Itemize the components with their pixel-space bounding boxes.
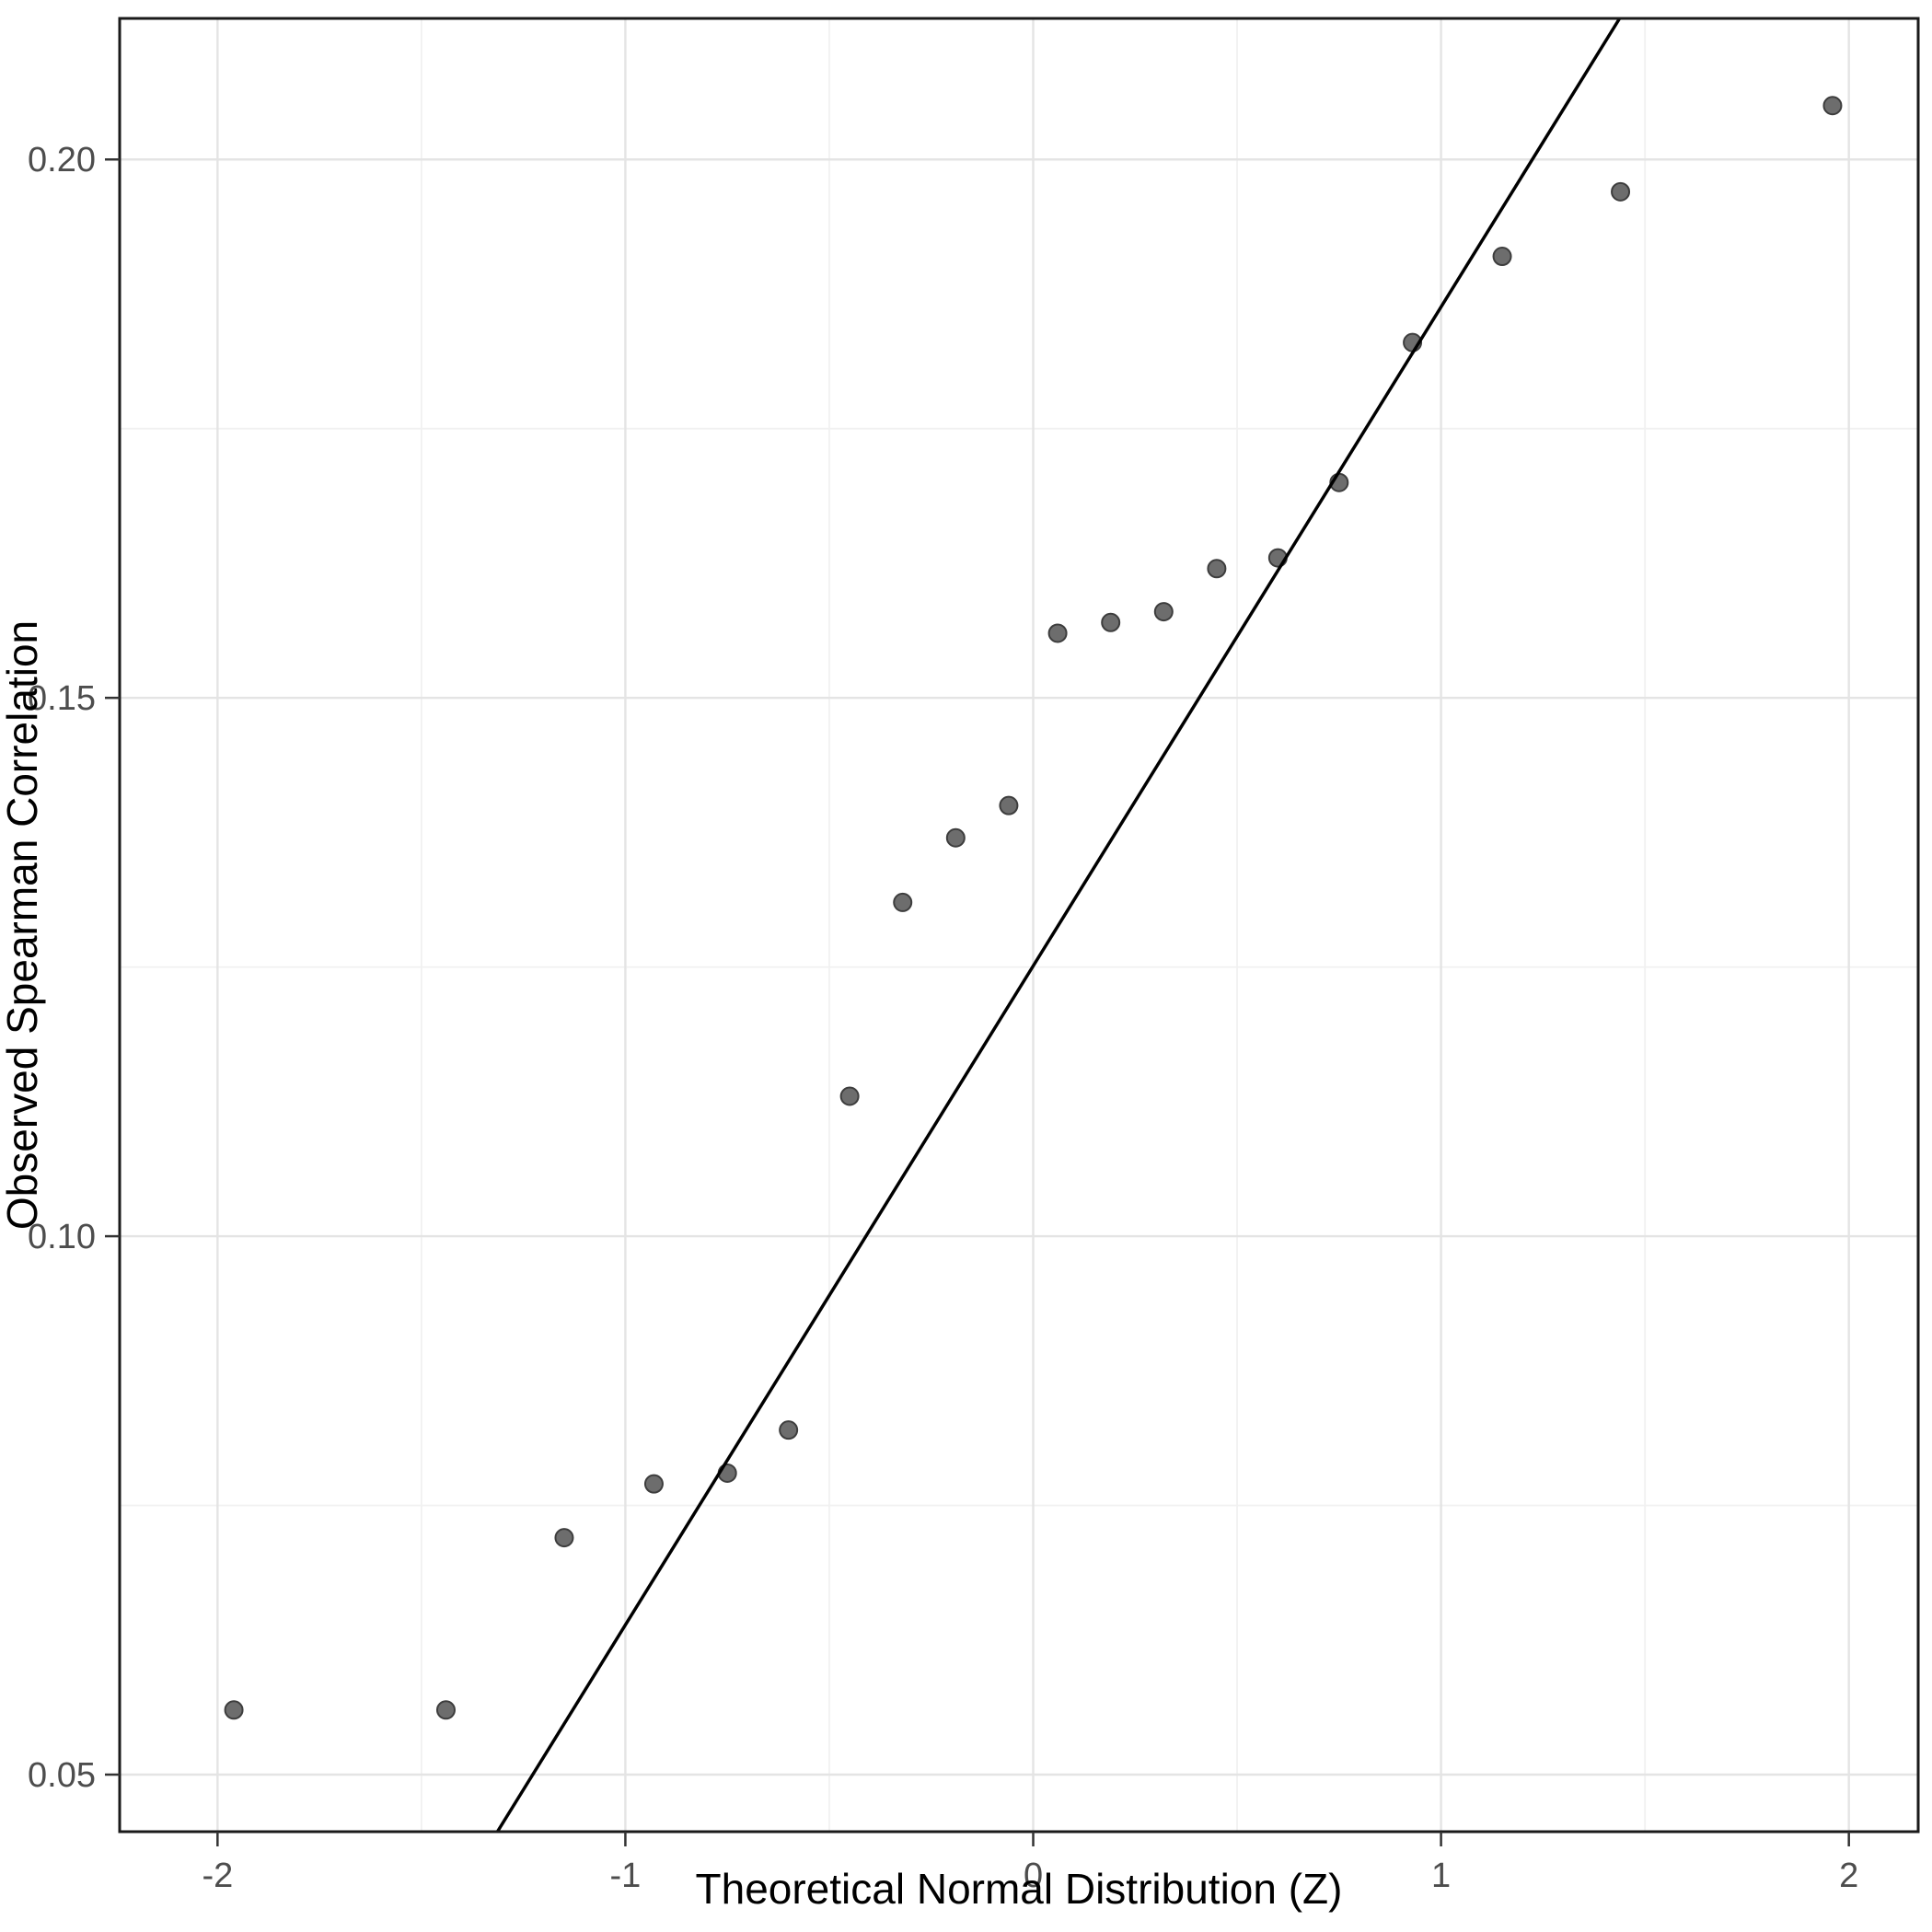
data-point (893, 892, 913, 912)
data-point (224, 1700, 244, 1720)
x-tick-label: -1 (610, 1857, 642, 1895)
y-tick-label: 0.10 (28, 1218, 96, 1256)
reference-line (495, 17, 1622, 1833)
y-axis-title: Observed Spearman Correlation (0, 620, 46, 1230)
y-axis-ticks: 0.05 0.10 0.15 0.20 (28, 141, 120, 1795)
x-tick-label: 1 (1431, 1857, 1451, 1895)
y-tick-label: 0.15 (28, 679, 96, 718)
data-point (435, 1700, 456, 1720)
data-point (1207, 559, 1227, 579)
data-point (945, 827, 966, 848)
x-tick-label: -2 (202, 1857, 233, 1895)
data-point (1611, 181, 1631, 202)
y-tick-label: 0.05 (28, 1756, 96, 1795)
x-axis-title: Theoretical Normal Distribution (Z) (696, 1865, 1343, 1913)
x-tick-label: 0 (1024, 1857, 1043, 1895)
major-gridlines (120, 18, 1918, 1832)
data-point (1153, 602, 1174, 622)
data-point (554, 1528, 574, 1548)
data-point (1101, 612, 1121, 632)
x-axis-ticks: -2 -1 0 1 2 (202, 1832, 1858, 1895)
data-point (643, 1474, 664, 1494)
panel-border (118, 17, 1920, 1834)
panel-background (120, 18, 1918, 1832)
data-point (779, 1420, 799, 1440)
minor-gridlines (120, 18, 1918, 1832)
data-point (839, 1086, 860, 1106)
data-point (1492, 247, 1512, 267)
y-tick-label: 0.20 (28, 141, 96, 179)
data-point (1047, 623, 1068, 643)
x-tick-label: 2 (1839, 1857, 1858, 1895)
data-point (1822, 96, 1843, 116)
data-point (999, 795, 1019, 816)
